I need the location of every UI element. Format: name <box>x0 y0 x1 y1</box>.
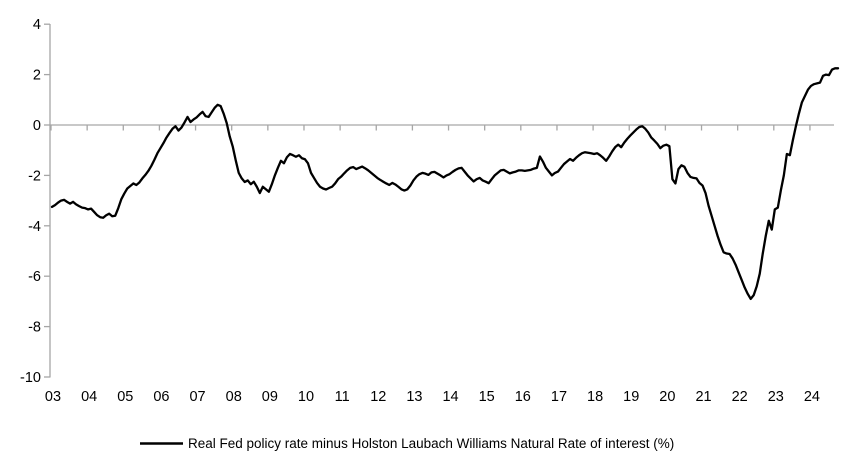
y-axis-label: -10 <box>20 370 41 386</box>
x-axis-label: 18 <box>587 389 603 405</box>
x-axis-label: 22 <box>732 389 748 405</box>
x-axis-label: 14 <box>442 389 458 405</box>
x-axis-label: 03 <box>45 389 61 405</box>
x-axis-label: 09 <box>262 389 278 405</box>
series-line <box>50 67 840 301</box>
x-axis-label: 23 <box>768 389 784 405</box>
x-axis-label: 16 <box>515 389 531 405</box>
x-axis-label: 08 <box>226 389 242 405</box>
x-axis-label: 06 <box>153 389 169 405</box>
y-axis-label: 4 <box>33 17 41 33</box>
x-axis-label: 20 <box>659 389 675 405</box>
x-axis-label: 17 <box>551 389 567 405</box>
x-axis-label: 24 <box>804 389 820 405</box>
x-axis-label: 10 <box>298 389 314 405</box>
x-axis-label: 15 <box>479 389 495 405</box>
x-axis-label: 21 <box>695 389 711 405</box>
y-axis-label: 2 <box>33 68 41 84</box>
x-axis-label: 11 <box>335 389 350 405</box>
y-axis-label: -8 <box>28 320 41 336</box>
y-axis-label: 0 <box>33 118 41 134</box>
x-axis: 03 04 05 06 07 08 09 10 11 12 13 14 15 16 17 18 19 20 21 22… <box>45 124 834 405</box>
x-axis-label: 04 <box>81 389 97 405</box>
x-axis-label: 19 <box>623 389 639 405</box>
x-axis-label: 05 <box>117 389 133 405</box>
y-axis-label: -6 <box>28 269 41 285</box>
x-axis-label: 12 <box>370 389 386 405</box>
y-axis-label: -4 <box>28 219 41 235</box>
legend-label: Real Fed policy rate minus Holston Lauba… <box>188 436 674 451</box>
y-axis: 4 2 0 -2 -4 -6 -8 -10 <box>20 17 51 386</box>
x-axis-label: 07 <box>189 389 205 405</box>
y-axis-label: -2 <box>28 168 41 184</box>
x-axis-label: 13 <box>406 389 422 405</box>
legend: Real Fed policy rate minus Holston Lauba… <box>140 436 674 451</box>
data-series <box>50 67 840 301</box>
